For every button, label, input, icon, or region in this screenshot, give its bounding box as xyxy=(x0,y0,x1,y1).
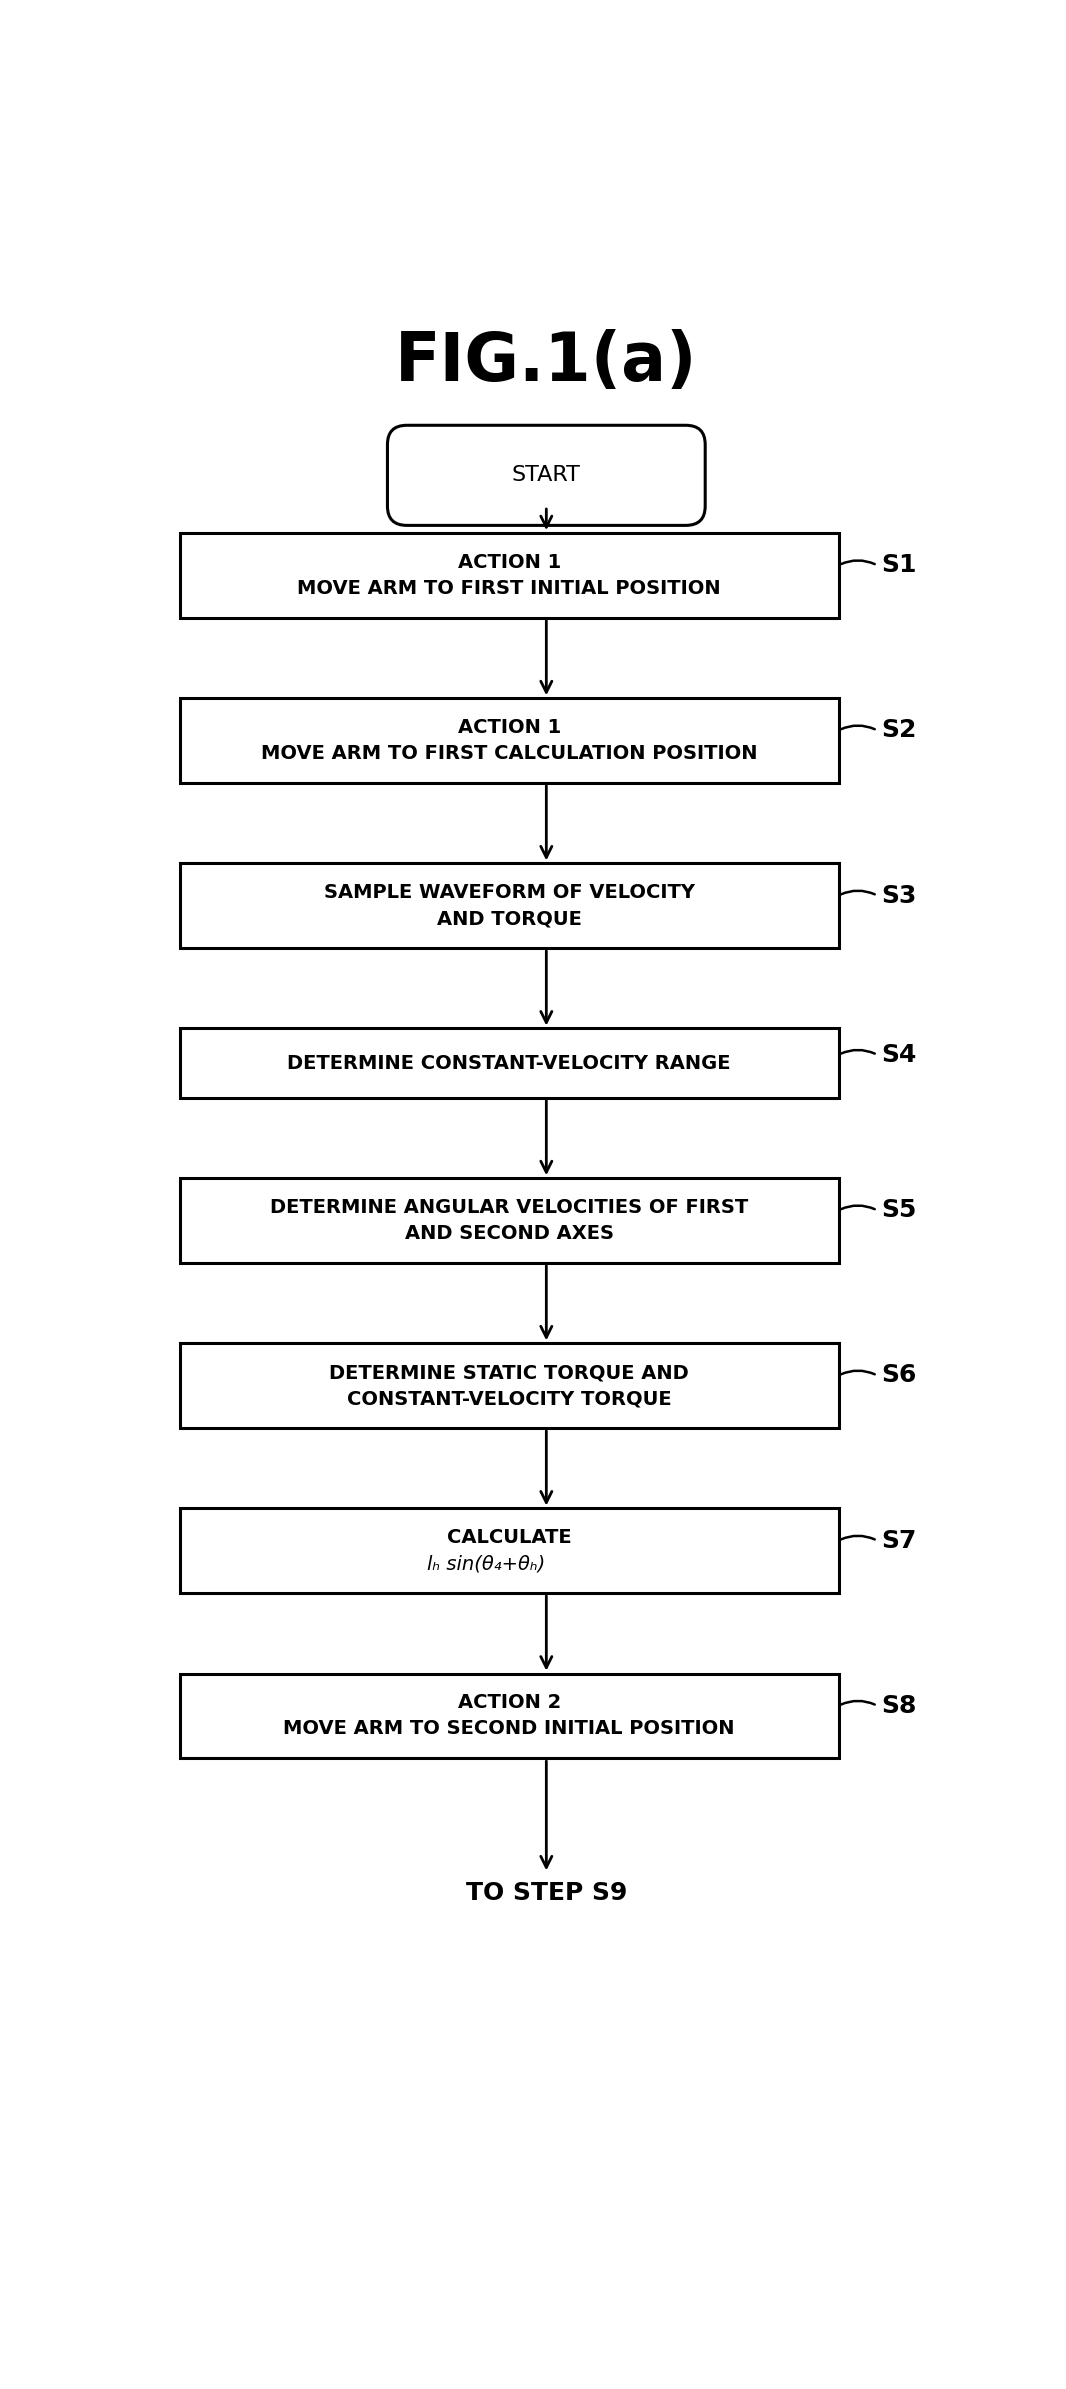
Text: CALCULATE: CALCULATE xyxy=(447,1529,571,1548)
Text: S1: S1 xyxy=(882,554,917,578)
Text: AND TORQUE: AND TORQUE xyxy=(437,910,582,929)
Text: CONSTANT-VELOCITY TORQUE: CONSTANT-VELOCITY TORQUE xyxy=(346,1390,672,1407)
FancyBboxPatch shape xyxy=(180,1507,839,1593)
Text: DETERMINE STATIC TORQUE AND: DETERMINE STATIC TORQUE AND xyxy=(329,1364,689,1383)
FancyBboxPatch shape xyxy=(180,862,839,948)
Text: SAMPLE WAVEFORM OF VELOCITY: SAMPLE WAVEFORM OF VELOCITY xyxy=(324,884,695,903)
Text: MOVE ARM TO FIRST CALCULATION POSITION: MOVE ARM TO FIRST CALCULATION POSITION xyxy=(261,743,757,762)
Text: FIG.1(a): FIG.1(a) xyxy=(395,330,697,394)
Text: S3: S3 xyxy=(882,884,917,908)
FancyBboxPatch shape xyxy=(180,1675,839,1758)
FancyBboxPatch shape xyxy=(180,1027,839,1099)
FancyBboxPatch shape xyxy=(180,533,839,619)
FancyBboxPatch shape xyxy=(180,1343,839,1429)
Text: ACTION 2: ACTION 2 xyxy=(457,1694,561,1713)
Text: DETERMINE ANGULAR VELOCITIES OF FIRST: DETERMINE ANGULAR VELOCITIES OF FIRST xyxy=(270,1197,748,1216)
Text: lₕ sin(θ₄+θₕ): lₕ sin(θ₄+θₕ) xyxy=(426,1555,545,1574)
Text: DETERMINE CONSTANT-VELOCITY RANGE: DETERMINE CONSTANT-VELOCITY RANGE xyxy=(288,1054,731,1073)
Text: ACTION 1: ACTION 1 xyxy=(457,719,561,736)
Text: TO STEP S9: TO STEP S9 xyxy=(466,1880,627,1904)
Text: S8: S8 xyxy=(882,1694,917,1718)
FancyBboxPatch shape xyxy=(180,698,839,784)
Text: MOVE ARM TO SECOND INITIAL POSITION: MOVE ARM TO SECOND INITIAL POSITION xyxy=(284,1720,734,1739)
Text: AND SECOND AXES: AND SECOND AXES xyxy=(405,1223,614,1242)
Text: START: START xyxy=(512,466,581,485)
FancyBboxPatch shape xyxy=(180,1178,839,1264)
Text: S2: S2 xyxy=(882,719,917,743)
FancyBboxPatch shape xyxy=(387,425,706,526)
Text: MOVE ARM TO FIRST INITIAL POSITION: MOVE ARM TO FIRST INITIAL POSITION xyxy=(297,578,721,597)
Text: ACTION 1: ACTION 1 xyxy=(457,552,561,571)
Text: S5: S5 xyxy=(882,1199,917,1223)
Text: S6: S6 xyxy=(882,1364,917,1388)
Text: S4: S4 xyxy=(882,1042,917,1068)
Text: S7: S7 xyxy=(882,1529,917,1553)
